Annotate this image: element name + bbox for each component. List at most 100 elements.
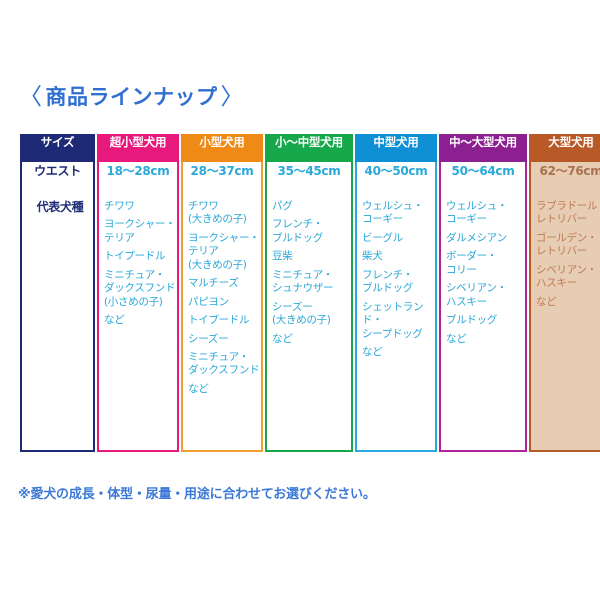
- breed-item: ビーグル: [362, 232, 435, 245]
- breed-line: ダックスフンド: [104, 282, 176, 295]
- breed-line: パグ: [272, 200, 293, 212]
- breed-line: ヨークシャー・: [188, 231, 260, 244]
- breed-item: シベリアン・ ハスキー: [536, 264, 600, 291]
- table-waist-row: ウエスト 18〜28cm 28〜37cm 35〜45cm 40〜50cm 50〜64cm…: [20, 162, 600, 192]
- waist-cell-2: 28〜37cm: [181, 162, 263, 192]
- breed-line: ブルドッグ: [362, 282, 413, 295]
- breed-line: (大きめの子): [188, 213, 247, 226]
- breed-line: トイプードル: [188, 314, 250, 327]
- breed-item: トイプードル: [188, 314, 261, 327]
- breed-line: ダルメシアン: [446, 231, 507, 244]
- page-title: 〈商品ラインナップ〉: [16, 86, 247, 109]
- page-title-text: 商品ラインナップ: [45, 85, 218, 109]
- breed-item: ウェルシュ・ コーギー: [362, 200, 435, 227]
- breed-line: など: [446, 332, 467, 345]
- breed-item: 豆柴: [272, 250, 351, 263]
- breed-line: 豆柴: [272, 250, 293, 263]
- footnote: ※愛犬の成長・体型・尿量・用途に合わせてお選びください。: [18, 487, 376, 502]
- breed-line: ダックスフンド: [188, 364, 260, 377]
- breed-item: ウェルシュ・ コーギー: [446, 200, 525, 227]
- breed-item: トイプードル: [104, 250, 177, 263]
- breed-line: テリア: [188, 245, 219, 258]
- breed-line: ミニチュア・: [272, 268, 333, 281]
- row-label-breeds: 代表犬種: [20, 192, 95, 452]
- lineup-table: サイズ 超小型犬用 小型犬用 小〜中型犬用 中型犬用 中〜大型犬用 大型犬用 ウエスト 1…: [18, 134, 600, 452]
- breed-line: ミニチュア・: [188, 350, 249, 363]
- breed-line: など: [188, 382, 209, 395]
- breed-item: ボーダー・ コリー: [446, 250, 525, 277]
- waist-cell-6: 62〜76cm: [529, 162, 600, 192]
- breed-line: チワワ: [104, 200, 135, 212]
- breed-item: シーズー: [188, 333, 261, 346]
- breed-line: テリア: [104, 231, 135, 244]
- breed-item: パグ: [272, 200, 351, 213]
- breed-item: ダルメシアン: [446, 232, 525, 245]
- breed-line: シベリアン・: [536, 263, 597, 276]
- breed-line: ブルドッグ: [272, 231, 323, 244]
- breed-item: ミニチュア・ シュナウザー: [272, 269, 351, 296]
- breed-line: フレンチ・: [362, 268, 413, 281]
- breed-item: など: [362, 346, 435, 359]
- breed-item: ゴールデン・ レトリバー: [536, 232, 600, 259]
- breeds-cell-1: チワワ ヨークシャー・ テリア トイプードル ミニチュア・ ダックスフンド (小さめの子) な…: [97, 192, 179, 452]
- breed-item: ラブラドール・レトリバー: [536, 200, 600, 227]
- breed-item: など: [446, 333, 525, 346]
- breed-line: シュナウザー: [272, 282, 334, 295]
- waist-cell-3: 35〜45cm: [265, 162, 353, 192]
- bracket-right-icon: 〉: [220, 84, 244, 110]
- breed-line: ボーダー・: [446, 250, 497, 263]
- table-header-row: サイズ 超小型犬用 小型犬用 小〜中型犬用 中型犬用 中〜大型犬用 大型犬用: [20, 134, 600, 162]
- breed-item: フレンチ・ ブルドッグ: [272, 218, 351, 245]
- waist-cell-1: 18〜28cm: [97, 162, 179, 192]
- breed-line: シーズー: [188, 332, 229, 345]
- breeds-cell-5: ウェルシュ・ コーギー ダルメシアン ボーダー・ コリー シベリアン・ ハスキー ブルドッグな…: [439, 192, 527, 452]
- header-cell-size: サイズ: [20, 134, 95, 162]
- breed-line: ゴールデン・: [536, 231, 598, 244]
- header-cell-3: 小〜中型犬用: [265, 134, 353, 162]
- breed-line: シベリアン・: [446, 282, 507, 295]
- header-cell-1: 超小型犬用: [97, 134, 179, 162]
- bracket-left-icon: 〈: [19, 84, 43, 110]
- breed-line: シープドッグ: [362, 327, 423, 340]
- breed-line: 柴犬: [362, 250, 383, 263]
- breeds-cell-2: チワワ (大きめの子) ヨークシャー・ テリア (大きめの子) マルチーズ パピヨン トイプー…: [181, 192, 263, 452]
- header-cell-2: 小型犬用: [181, 134, 263, 162]
- table-breeds-row: 代表犬種 チワワ ヨークシャー・ テリア トイプードル ミニチュア・ ダックスフンド (小さ…: [20, 192, 600, 452]
- breed-line: ハスキー: [446, 295, 487, 308]
- breed-line: レトリバー: [536, 245, 587, 258]
- breed-item: など: [188, 383, 261, 396]
- breed-line: ハスキー: [536, 277, 577, 290]
- breed-line: ヨークシャー・: [104, 218, 176, 231]
- row-label-waist: ウエスト: [20, 162, 95, 192]
- breed-line: など: [272, 332, 293, 345]
- header-cell-4: 中型犬用: [355, 134, 437, 162]
- breed-line: パピヨン: [188, 295, 229, 308]
- breed-line: フレンチ・: [272, 218, 323, 231]
- breed-line: ウェルシュ・: [362, 200, 424, 212]
- header-cell-6: 大型犬用: [529, 134, 600, 162]
- lineup-table-wrapper: サイズ 超小型犬用 小型犬用 小〜中型犬用 中型犬用 中〜大型犬用 大型犬用 ウエスト 1…: [18, 134, 600, 452]
- breed-line: (大きめの子): [188, 258, 247, 271]
- breed-item: など: [536, 296, 600, 309]
- breed-line: コリー: [446, 263, 477, 276]
- breed-item: チワワ: [104, 200, 177, 213]
- breed-line: など: [362, 345, 383, 358]
- breed-line: レトリバー: [536, 213, 587, 226]
- breed-item: フレンチ・ ブルドッグ: [362, 269, 435, 296]
- breed-item: シェットランド・ シープドッグ: [362, 301, 435, 341]
- breed-item: パピヨン: [188, 296, 261, 309]
- waist-cell-5: 50〜64cm: [439, 162, 527, 192]
- header-cell-5: 中〜大型犬用: [439, 134, 527, 162]
- breed-line: (小さめの子): [104, 295, 163, 308]
- breed-item: シベリアン・ ハスキー: [446, 282, 525, 309]
- breed-line: ブルドッグ: [446, 314, 497, 327]
- breed-line: など: [536, 295, 557, 308]
- breed-line: ビーグル: [362, 231, 403, 244]
- breed-line: など: [104, 314, 125, 327]
- breed-item: チワワ (大きめの子): [188, 200, 261, 227]
- breed-line: (大きめの子): [272, 314, 331, 327]
- breed-line: マルチーズ: [188, 277, 239, 290]
- breed-line: ラブラドール・: [536, 200, 600, 212]
